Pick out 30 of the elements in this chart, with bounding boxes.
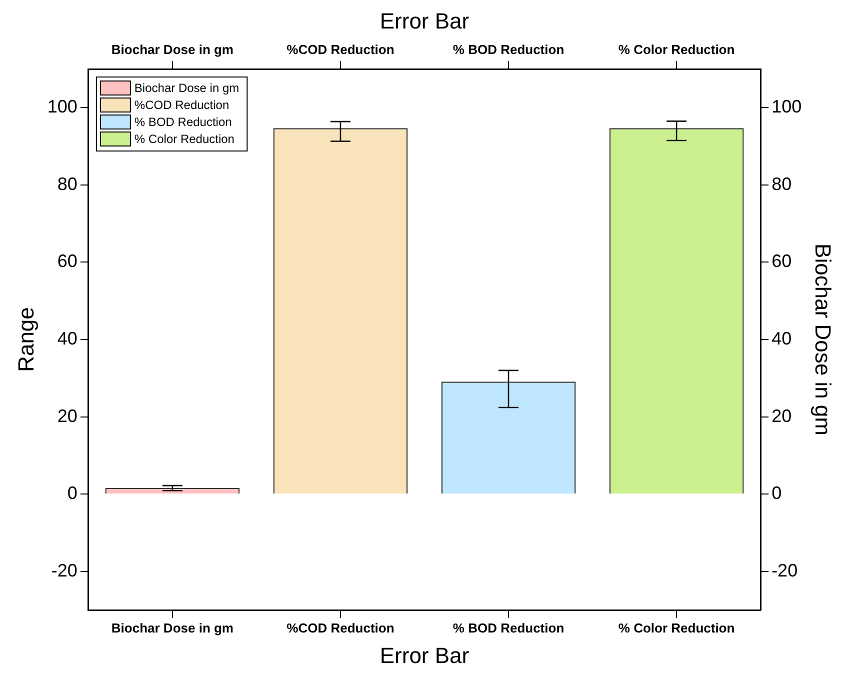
legend-label: % BOD Reduction [134, 114, 232, 129]
y-axis-title: Range [13, 307, 38, 372]
y2-tick-label: 20 [772, 406, 792, 426]
y2-tick-label: 60 [772, 251, 792, 272]
x-tick-label: % Color Reduction [618, 620, 735, 636]
y2-tick-label: 100 [772, 96, 802, 117]
y2-axis-title: Biochar Dose in gm [810, 244, 836, 436]
y2-tick-label: 0 [772, 483, 782, 504]
y-tick-label: 40 [57, 328, 78, 348]
category-label: % Color Reduction [618, 42, 735, 57]
category-label: %COD Reduction [286, 42, 394, 57]
legend-label: % Color Reduction [134, 132, 234, 146]
category-label: Biochar Dose in gm [111, 42, 234, 57]
x-tick-label: %COD Reduction [286, 620, 394, 636]
y2-tick-label: 80 [772, 174, 792, 194]
y-tick-label: 0 [67, 483, 78, 504]
y-tick-label: 80 [57, 174, 78, 194]
y-tick-label: 60 [57, 251, 78, 272]
legend-label: %COD Reduction [134, 98, 230, 112]
x-axis-title: Error Bar [380, 642, 470, 668]
y-tick-label: 20 [57, 406, 78, 426]
legend-label: Biochar Dose in gm [134, 80, 240, 95]
x2-axis-title: Error Bar [380, 8, 470, 34]
y2-tick-label: -20 [772, 560, 798, 580]
y-tick-label: 100 [47, 96, 78, 117]
y2-tick-label: 40 [772, 328, 792, 348]
y-tick-label: -20 [51, 560, 78, 580]
x-tick-label: Biochar Dose in gm [111, 620, 234, 636]
category-label: % BOD Reduction [452, 42, 564, 57]
x-tick-label: % BOD Reduction [452, 620, 564, 636]
